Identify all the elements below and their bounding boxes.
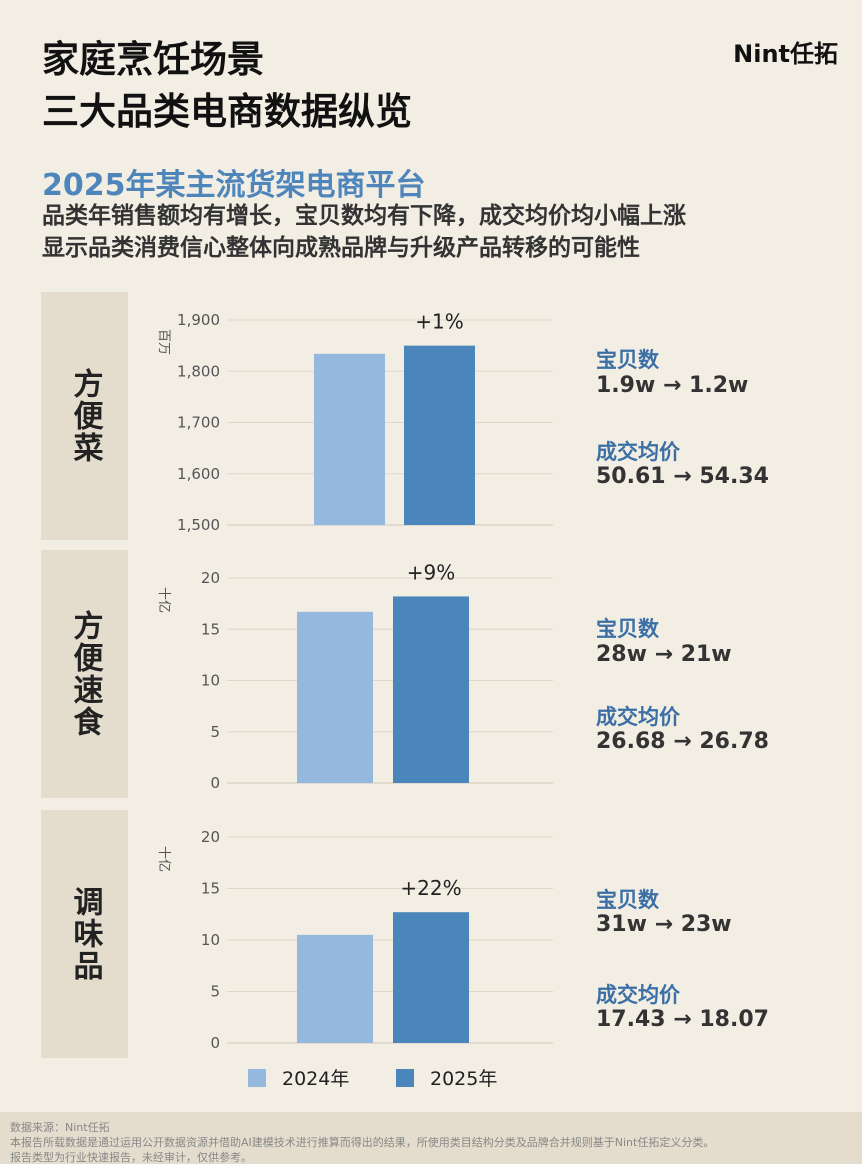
growth-label: +9% [407,560,456,584]
y-tick-label: 20 [201,569,220,587]
sales-chart-ready-meals: 百万 1,500 1,600 1,700 1,800 1,900 +1% [156,310,553,534]
items-value: 1.9w → 1.2w [596,373,749,398]
price-label: 成交均价 [596,983,680,1007]
price-value: 50.61 → 54.34 [596,464,769,489]
category-label-box: 方便菜 [41,292,128,540]
category-label: 调味品 [67,886,103,982]
items-value: 28w → 21w [596,642,732,667]
y-tick-label: 20 [201,828,220,846]
y-tick-label: 1,500 [177,516,220,534]
items-label: 宝贝数 [596,617,659,641]
title-line-2: 三大品类电商数据纵览 [42,90,412,133]
y-axis-unit: 十亿 [156,587,171,613]
panel-seasoning: 调味品 十亿 0 5 10 15 20 +22% 宝贝数 31w → 23w 成交均价 17… [41,810,821,1058]
footer-source: 数据来源：Nint任拓 [10,1121,110,1134]
legend-swatch-2025 [396,1068,414,1087]
price-label: 成交均价 [596,440,680,464]
panel-instant-food: 方便速食 十亿 0 5 10 15 20 +9% 宝贝数 28w → 21w 成交均价 26… [41,550,821,798]
items-label: 宝贝数 [596,348,659,372]
y-tick-label: 15 [201,620,220,638]
price-value: 17.43 → 18.07 [596,1007,769,1032]
y-tick-label: 5 [210,983,220,1001]
y-tick-label: 0 [210,1034,220,1052]
footer-note: 报告类型为行业快速报告，未经审计，仅供参考。 [10,1151,252,1164]
description-line-1: 品类年销售额均有增长，宝贝数均有下降，成交均价均小幅上涨 [42,203,686,229]
category-label: 方便速食 [67,610,103,738]
footer: 数据来源：Nint任拓 本报告所载数据是通过运用公开数据资源并借助AI建模技术进… [0,1112,862,1164]
growth-label: +22% [400,876,461,900]
price-label: 成交均价 [596,705,680,729]
legend-label-2024: 2024年 [282,1068,350,1090]
bar-2025 [404,345,475,525]
bar-2025 [393,596,469,783]
category-label: 方便菜 [67,368,103,464]
section-subtitle: 2025年某主流货架电商平台 [42,168,426,203]
y-tick-label: 1,600 [177,465,220,483]
category-label-box: 调味品 [41,810,128,1058]
y-tick-label: 10 [201,931,220,949]
description-line-2: 显示品类消费信心整体向成熟品牌与升级产品转移的可能性 [42,235,640,261]
page-title: 家庭烹饪场景 三大品类电商数据纵览 [42,34,412,138]
legend-swatch-2024 [248,1068,266,1087]
bar-2024 [297,934,373,1043]
y-tick-label: 1,900 [177,311,220,329]
sales-chart-seasoning: 十亿 0 5 10 15 20 +22% [156,828,553,1052]
y-tick-label: 0 [210,774,220,792]
legend-label-2025: 2025年 [430,1068,498,1090]
growth-label: +1% [415,310,464,334]
y-axis-unit: 十亿 [156,846,171,872]
sales-chart-instant-food: 十亿 0 5 10 15 20 +9% [156,560,553,792]
y-tick-label: 15 [201,880,220,898]
bar-2024 [314,353,385,525]
panel-ready-meals: 方便菜 百万 1,500 1,600 1,700 1,800 1,900 +1% 宝贝数 1… [41,292,821,540]
footer-disclaimer: 本报告所载数据是通过运用公开数据资源并借助AI建模技术进行推算而得出的结果，所使… [10,1136,715,1149]
y-tick-label: 1,800 [177,362,220,380]
legend-item-2024: 2024年 [248,1064,349,1091]
brand-logo: Nint任拓 [733,40,838,68]
section-description: 品类年销售额均有增长，宝贝数均有下降，成交均价均小幅上涨 显示品类消费信心整体向… [42,200,686,264]
category-label-box: 方便速食 [41,550,128,798]
items-value: 31w → 23w [596,912,732,937]
legend-item-2025: 2025年 [396,1064,497,1091]
y-tick-label: 1,700 [177,414,220,432]
y-tick-label: 10 [201,672,220,690]
y-axis-unit: 百万 [156,329,171,355]
bar-2024 [297,611,373,783]
title-line-1: 家庭烹饪场景 [42,38,264,81]
items-label: 宝贝数 [596,888,659,912]
bar-2025 [393,912,469,1043]
y-tick-label: 5 [210,723,220,741]
price-value: 26.68 → 26.78 [596,729,769,754]
